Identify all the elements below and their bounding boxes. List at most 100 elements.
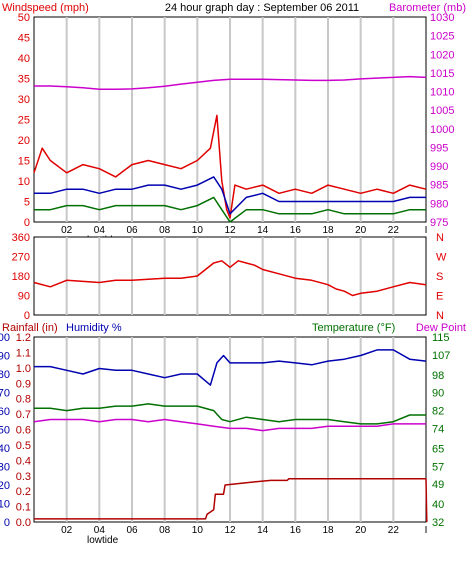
climate-panel-x-tick-label: 12	[224, 525, 236, 536]
compass-tick-label: E	[436, 291, 443, 303]
direction-axis-tick-label: 180	[12, 271, 30, 283]
climate-panel-x-tick-label: 08	[159, 525, 171, 536]
wind-axis-tick-label: 20	[18, 135, 30, 147]
climate-series-0	[34, 349, 427, 386]
climate-panel-x-tick-label: 18	[322, 525, 334, 536]
barometer-axis-tick-label: 1025	[430, 31, 454, 43]
wind-axis-tick-label: 40	[18, 53, 30, 65]
wind-axis-tick-label: 25	[18, 115, 30, 127]
chart-title: 24 hour graph day : September 06 2011	[165, 2, 359, 14]
temperature-axis-tick-label: 107	[432, 350, 450, 362]
temperature-axis-tick-label: 40	[432, 499, 444, 511]
rainfall-axis-tick-label: 0.4	[16, 455, 31, 467]
dewpoint-axis-title: Dew Point	[416, 322, 466, 334]
wind-panel-x-tick-label: 22	[388, 225, 400, 236]
climate-panel-x-sub-label: lowtide	[87, 535, 119, 546]
wind-panel-x-tick-label: 04	[94, 225, 106, 236]
climate-series-2	[33, 418, 426, 432]
climate-series-1	[34, 403, 426, 425]
barometer-axis-tick-label: 1030	[430, 12, 454, 24]
temperature-axis-tick-label: 65	[432, 443, 444, 455]
humidity-axis-tick-label: 10	[0, 499, 10, 511]
rainfall-axis-tick-label: 0.7	[16, 409, 31, 421]
rainfall-axis-tick-label: 0.6	[16, 425, 31, 437]
wind-axis-tick-label: 30	[18, 94, 30, 106]
wind-panel-x-tick-label: 20	[355, 225, 367, 236]
wind-panel-x-tick-label: 18	[322, 225, 334, 236]
barometer-axis-tick-label: 975	[430, 217, 448, 229]
climate-panel-x-tick-label: 22	[388, 525, 400, 536]
wind-panel-x-tick-label: 12	[224, 225, 236, 236]
climate-panel-x-tick-label: 06	[126, 525, 138, 536]
compass-tick-label: W	[436, 252, 447, 264]
barometer-axis-title: Barometer (mb)	[389, 2, 466, 14]
rainfall-axis-tick-label: 0.0	[16, 517, 31, 529]
humidity-axis-tick-label: 60	[0, 406, 10, 418]
temperature-axis-tick-label: 90	[432, 388, 444, 400]
temperature-axis-tick-label: 98	[432, 370, 444, 382]
rainfall-axis-tick-label: 1.1	[16, 347, 31, 359]
humidity-axis-tick-label: 90	[0, 351, 10, 363]
temperature-axis-tick-label: 82	[432, 406, 444, 418]
wind-axis-title: Windspeed (mph)	[2, 2, 89, 14]
wind-panel-x-tick-label: 08	[159, 225, 171, 236]
climate-panel-x-tick-label: 16	[290, 525, 302, 536]
direction-axis-tick-label: 0	[24, 310, 30, 322]
wind-panel-x-tick-label: 10	[192, 225, 204, 236]
rainfall-axis-tick-label: 1.0	[16, 363, 31, 375]
direction-axis-tick-label: 270	[12, 252, 30, 264]
climate-panel-x-tick-label: I	[425, 525, 428, 536]
temperature-axis-tick-label: 115	[432, 332, 450, 344]
barometer-axis-tick-label: 985	[430, 180, 448, 192]
wind-axis-tick-label: 50	[18, 12, 30, 24]
humidity-axis-tick-label: 0	[4, 517, 10, 529]
wind-axis-tick-label: 0	[24, 217, 30, 229]
barometer-axis-tick-label: 995	[430, 142, 448, 154]
humidity-axis-tick-label: 100	[0, 332, 10, 344]
climate-panel-x-tick-label: 02	[61, 525, 73, 536]
rainfall-axis-title: Rainfall (in)	[2, 322, 58, 334]
barometer-axis-tick-label: 1005	[430, 105, 454, 117]
direction-series-0	[33, 260, 427, 297]
humidity-axis-title: Humidity %	[66, 322, 122, 334]
compass-tick-label: N	[436, 232, 444, 244]
humidity-axis-tick-label: 70	[0, 388, 10, 400]
climate-series-3	[34, 478, 428, 523]
humidity-axis-tick-label: 40	[0, 443, 10, 455]
barometer-axis-tick-label: 1015	[430, 68, 454, 80]
wind-panel-x-tick-label: 14	[257, 225, 269, 236]
climate-panel-x-tick-label: 14	[257, 525, 269, 536]
wind-panel-x-tick-label: 02	[61, 225, 73, 236]
wind-axis-tick-label: 35	[18, 74, 30, 86]
humidity-axis-tick-label: 80	[0, 369, 10, 381]
humidity-axis-tick-label: 50	[0, 425, 10, 437]
wind-axis-tick-label: 45	[18, 33, 30, 45]
barometer-axis-tick-label: 1020	[430, 49, 454, 61]
wind-panel-series-2	[34, 196, 426, 223]
compass-tick-label: S	[436, 271, 443, 283]
rainfall-axis-tick-label: 0.9	[16, 378, 31, 390]
humidity-axis-tick-label: 30	[0, 462, 10, 474]
rainfall-axis-tick-label: 1.2	[16, 332, 31, 344]
barometer-axis-tick-label: 1000	[430, 124, 454, 136]
barometer-axis-tick-label: 990	[430, 161, 448, 173]
rainfall-axis-tick-label: 0.5	[16, 440, 31, 452]
rainfall-axis-tick-label: 0.8	[16, 394, 31, 406]
wind-panel-x-tick-label: I	[425, 225, 428, 236]
wind-axis-tick-label: 5	[24, 197, 30, 209]
barometer-axis-tick-label: 980	[430, 198, 448, 210]
wind-panel-x-tick-label: 16	[290, 225, 302, 236]
wind-panel-x-tick-label: 06	[126, 225, 138, 236]
climate-panel-x-tick-label: 04	[94, 525, 106, 536]
wind-axis-tick-label: 15	[18, 156, 30, 168]
compass-tick-label: N	[436, 310, 444, 322]
direction-axis-tick-label: 360	[12, 232, 30, 244]
wind-panel-series-3	[34, 75, 427, 91]
temperature-axis-tick-label: 74	[432, 423, 444, 435]
humidity-axis-tick-label: 20	[0, 480, 10, 492]
climate-panel-x-tick-label: 20	[355, 525, 367, 536]
barometer-axis-tick-label: 1010	[430, 87, 454, 99]
rainfall-axis-tick-label: 0.2	[16, 486, 31, 498]
wind-panel-series-1	[34, 176, 426, 215]
